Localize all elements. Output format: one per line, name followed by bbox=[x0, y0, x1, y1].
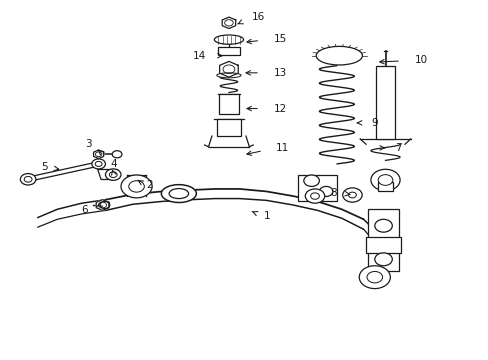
Bar bbox=[217, 119, 240, 136]
Circle shape bbox=[310, 193, 319, 199]
Circle shape bbox=[100, 202, 110, 208]
Circle shape bbox=[128, 181, 144, 192]
Bar bbox=[297, 175, 336, 202]
Bar bbox=[377, 182, 392, 191]
Polygon shape bbox=[222, 17, 235, 28]
Text: 1: 1 bbox=[264, 211, 270, 221]
Circle shape bbox=[319, 186, 332, 197]
Circle shape bbox=[342, 188, 362, 202]
Text: 10: 10 bbox=[414, 55, 427, 65]
Text: 9: 9 bbox=[370, 118, 377, 128]
Polygon shape bbox=[96, 200, 109, 210]
Text: 5: 5 bbox=[41, 162, 47, 172]
Text: 7: 7 bbox=[394, 143, 401, 153]
Bar bbox=[218, 47, 239, 55]
Circle shape bbox=[366, 271, 382, 283]
Circle shape bbox=[348, 192, 356, 198]
Circle shape bbox=[359, 266, 389, 289]
Circle shape bbox=[24, 176, 32, 182]
Text: 15: 15 bbox=[273, 34, 286, 44]
Text: 12: 12 bbox=[273, 104, 286, 113]
Polygon shape bbox=[93, 150, 103, 158]
Ellipse shape bbox=[316, 46, 362, 65]
Ellipse shape bbox=[161, 185, 196, 203]
Ellipse shape bbox=[214, 35, 243, 44]
Circle shape bbox=[109, 172, 117, 177]
Text: 14: 14 bbox=[192, 51, 205, 61]
Circle shape bbox=[121, 175, 152, 198]
Bar bbox=[368, 208, 398, 271]
Text: 16: 16 bbox=[251, 13, 264, 22]
Bar bbox=[366, 237, 400, 253]
Text: 2: 2 bbox=[146, 180, 153, 190]
Text: 6: 6 bbox=[81, 205, 88, 215]
Bar bbox=[219, 94, 238, 114]
Bar bbox=[375, 66, 394, 139]
Circle shape bbox=[92, 159, 105, 169]
Text: 8: 8 bbox=[329, 188, 336, 198]
Circle shape bbox=[374, 253, 391, 266]
Circle shape bbox=[95, 161, 102, 166]
Text: 3: 3 bbox=[84, 139, 91, 149]
Circle shape bbox=[105, 169, 121, 180]
Circle shape bbox=[20, 174, 36, 185]
Circle shape bbox=[112, 151, 122, 158]
Polygon shape bbox=[219, 62, 238, 77]
Ellipse shape bbox=[169, 189, 188, 199]
Circle shape bbox=[374, 219, 391, 232]
Ellipse shape bbox=[216, 73, 241, 78]
Circle shape bbox=[370, 169, 399, 191]
Text: 13: 13 bbox=[273, 68, 286, 78]
Circle shape bbox=[305, 189, 324, 203]
Circle shape bbox=[377, 175, 392, 185]
Text: 11: 11 bbox=[276, 143, 289, 153]
Text: 4: 4 bbox=[111, 159, 117, 169]
Circle shape bbox=[303, 175, 319, 186]
